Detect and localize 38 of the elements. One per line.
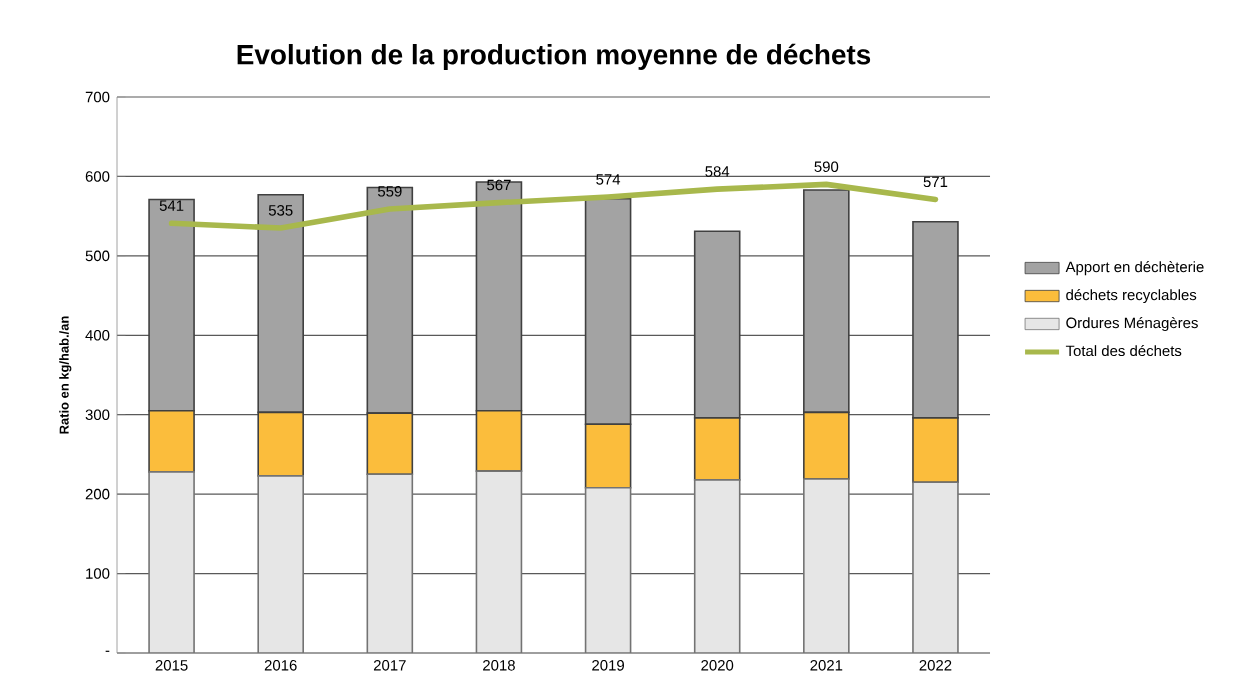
x-tick-label: 2015 [155,660,188,671]
bar [584,486,632,653]
data-label: 584 [705,166,730,177]
data-label: 535 [268,205,293,216]
bar [803,478,850,653]
x-tick-label: 2021 [810,660,843,671]
legend-label: Total des déchets [1065,344,1182,357]
x-tick-label: 2016 [264,660,297,671]
x-tick-label: 2022 [919,660,952,671]
data-label: 567 [487,179,511,191]
y-tick-label: 200 [85,488,110,500]
data-label: 574 [596,174,621,185]
bar [148,471,195,653]
y-tick-label: 700 [85,91,110,103]
bar [257,475,304,653]
legend-label: Ordures Ménagères [1066,316,1198,332]
legend-label: déchets recyclables [1066,289,1197,304]
y-tick-label: 400 [85,330,110,341]
y-axis-title: Ratio en kg/hab./an [59,316,72,434]
data-label: 590 [814,161,839,172]
legend-label: Apport en déchèterie [1065,261,1204,276]
x-tick-label: 2019 [592,660,624,671]
x-tick-label: 2020 [701,660,734,671]
y-tick-label: 100 [86,568,110,579]
bar [475,470,523,653]
y-tick-label: 300 [85,409,110,421]
chart-title: Evolution de la production moyenne de déchets [237,43,871,71]
x-tick-label: 2018 [483,660,515,671]
bar [912,481,959,653]
bar [693,479,741,653]
bar [366,473,414,653]
y-tick-label: 500 [85,250,110,262]
data-label: 541 [159,200,184,211]
data-label: 559 [377,186,402,197]
y-tick-label: - [105,650,110,652]
x-tick-label: 2017 [373,660,406,671]
y-tick-label: 600 [85,171,110,182]
data-label: 571 [923,176,948,188]
